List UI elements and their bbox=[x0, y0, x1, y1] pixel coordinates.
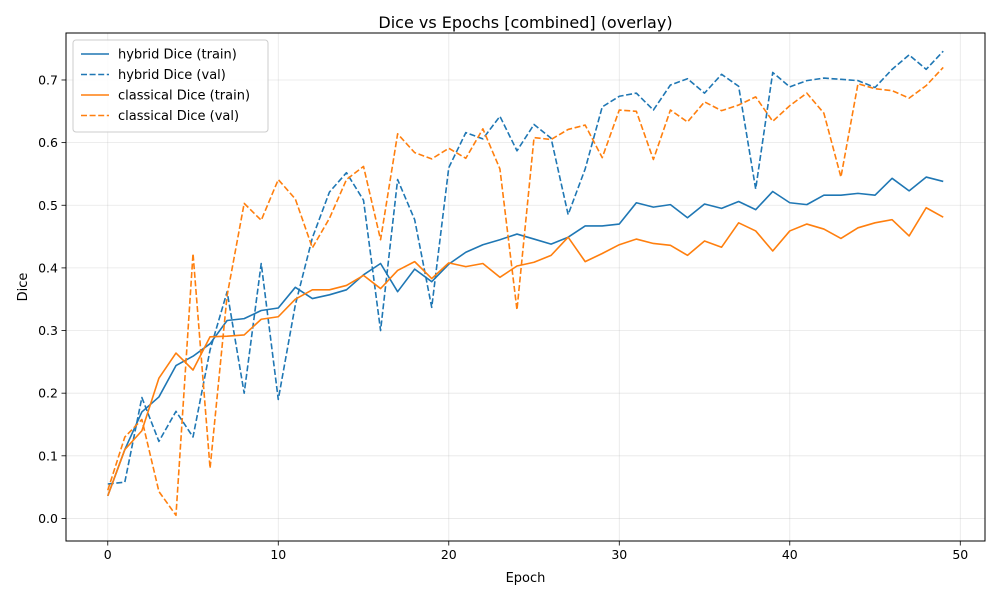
chart-title: Dice vs Epochs [combined] (overlay) bbox=[378, 13, 672, 32]
x-tick-label: 0 bbox=[104, 547, 112, 562]
x-tick-label: 10 bbox=[270, 547, 286, 562]
legend-label: classical Dice (val) bbox=[118, 109, 239, 124]
x-tick-label: 40 bbox=[782, 547, 798, 562]
y-tick-label: 0.7 bbox=[38, 72, 58, 87]
legend-label: classical Dice (train) bbox=[118, 89, 250, 104]
y-tick-label: 0.5 bbox=[38, 198, 58, 213]
x-tick-label: 30 bbox=[611, 547, 627, 562]
x-tick-label: 50 bbox=[952, 547, 968, 562]
y-tick-label: 0.3 bbox=[38, 323, 58, 338]
y-tick-label: 0.6 bbox=[38, 135, 58, 150]
y-axis-label: Dice bbox=[16, 273, 31, 302]
y-tick-label: 0.2 bbox=[38, 386, 58, 401]
x-axis-label: Epoch bbox=[506, 571, 546, 586]
y-tick-label: 0.4 bbox=[38, 260, 58, 275]
legend: hybrid Dice (train) hybrid Dice (val) clas… bbox=[73, 40, 268, 132]
y-tick-label: 0.0 bbox=[38, 511, 58, 526]
x-tick-label: 20 bbox=[441, 547, 457, 562]
y-tick-label: 0.1 bbox=[38, 448, 58, 463]
legend-label: hybrid Dice (val) bbox=[118, 68, 226, 83]
legend-label: hybrid Dice (train) bbox=[118, 48, 237, 63]
